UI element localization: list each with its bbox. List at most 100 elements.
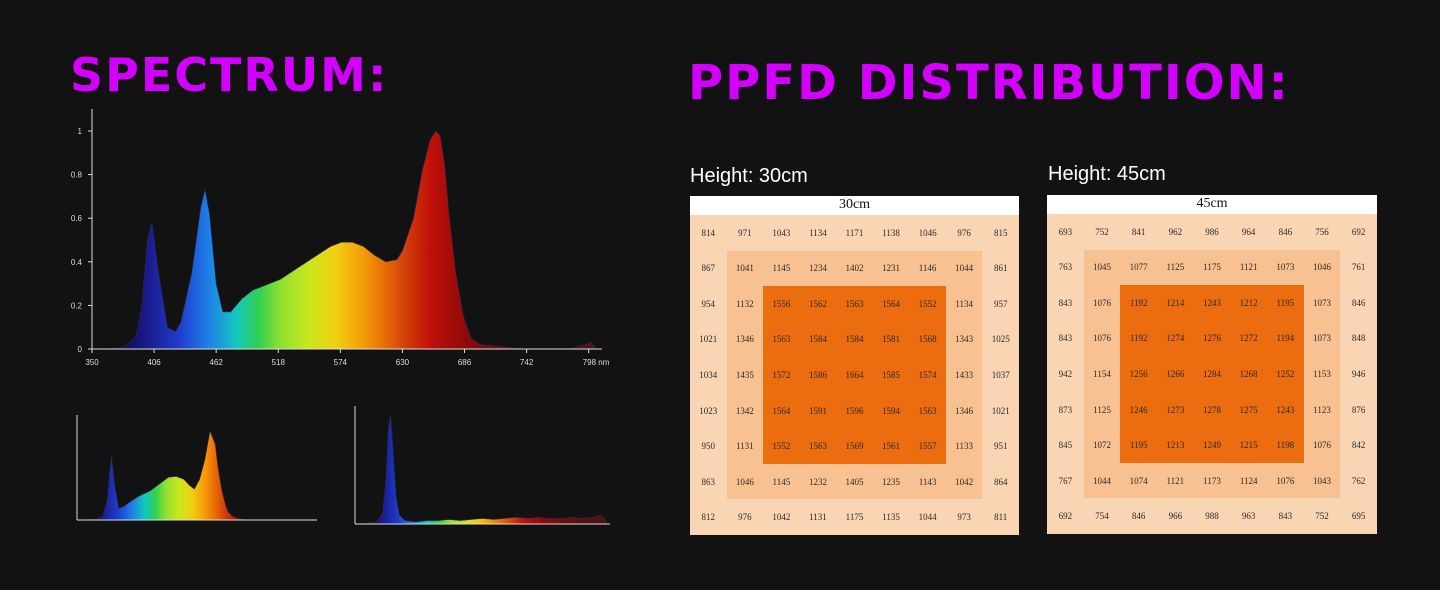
ppfd-cell: 973 — [945, 499, 983, 535]
ppfd-cell: 957 — [982, 286, 1019, 322]
ppfd-cell: 1213 — [1157, 427, 1194, 463]
ppfd-cell: 1123 — [1303, 391, 1341, 428]
y-tick-label: 0.6 — [71, 214, 83, 223]
ppfd-cell: 1268 — [1230, 356, 1267, 392]
height-30cm-label: Height: 30cm — [690, 165, 808, 187]
ppfd-cell: 767 — [1047, 462, 1084, 499]
ppfd-cell: 1232 — [799, 463, 837, 500]
ppfd-cell: 756 — [1303, 214, 1341, 250]
ppfd-cell: 1249 — [1193, 427, 1231, 463]
ppfd-cell: 942 — [1047, 356, 1084, 392]
grid-title-30cm: 30cm — [690, 196, 1019, 215]
ppfd-cell: 846 — [1120, 498, 1157, 534]
ppfd-cell: 950 — [690, 428, 727, 464]
ppfd-grid-cells: 693 752 841 962 986 964 846 756 692 763 1045 1077 11… — [1047, 214, 1377, 534]
ppfd-cell: 946 — [1340, 356, 1377, 392]
y-tick-label: 0.4 — [71, 258, 83, 267]
ppfd-cell: 1243 — [1193, 285, 1231, 321]
ppfd-cell: 1195 — [1267, 285, 1304, 321]
ppfd-cell: 1046 — [1303, 249, 1341, 286]
ppfd-cell: 876 — [1340, 391, 1377, 428]
ppfd-cell: 752 — [1303, 498, 1341, 534]
ppfd-grid-cells: 814 971 1043 1134 1171 1138 1046 976 815 867 1041 1… — [690, 215, 1019, 535]
ppfd-cell: 1243 — [1267, 391, 1304, 428]
ppfd-cell: 1173 — [1193, 462, 1231, 499]
ppfd-cell: 1143 — [909, 463, 946, 500]
ppfd-cell: 1121 — [1230, 249, 1267, 286]
ppfd-cell: 1198 — [1267, 427, 1304, 463]
spectrum-area — [84, 429, 312, 521]
x-tick-label: 742 — [520, 358, 534, 367]
ppfd-cell: 1256 — [1120, 356, 1157, 392]
ppfd-cell: 1046 — [726, 463, 764, 500]
ppfd-cell: 1046 — [909, 215, 946, 251]
x-tick-label: 630 — [396, 358, 410, 367]
ppfd-cell: 873 — [1047, 391, 1084, 428]
height-45cm-label: Height: 45cm — [1048, 163, 1166, 185]
ppfd-cell: 1077 — [1120, 249, 1157, 286]
ppfd-cell: 845 — [1047, 427, 1084, 463]
ppfd-cell: 846 — [1267, 214, 1304, 250]
ppfd-cell: 1044 — [909, 499, 946, 535]
ppfd-cell: 1146 — [909, 250, 946, 287]
ppfd-cell: 1342 — [726, 392, 764, 429]
ppfd-distribution-heading: PPFD DISTRIBUTION: — [688, 55, 1290, 111]
ppfd-cell: 1044 — [1083, 462, 1121, 499]
ppfd-cell: 1042 — [945, 463, 983, 500]
y-tick-label: 0.2 — [71, 301, 83, 310]
ppfd-cell: 1557 — [909, 428, 946, 464]
ppfd-cell: 1195 — [1120, 427, 1157, 463]
ppfd-cell: 695 — [1340, 498, 1377, 534]
ppfd-cell: 1125 — [1083, 391, 1121, 428]
spectrum-heading: SPECTRUM: — [70, 48, 389, 102]
ppfd-cell: 1266 — [1157, 356, 1194, 392]
ppfd-cell: 843 — [1047, 285, 1084, 321]
x-tick-label: 350 — [85, 358, 99, 367]
ppfd-cell: 1131 — [726, 428, 764, 464]
ppfd-cell: 1121 — [1157, 462, 1194, 499]
ppfd-cell: 1212 — [1230, 285, 1267, 321]
ppfd-cell: 964 — [1230, 214, 1267, 250]
ppfd-cell: 1275 — [1230, 391, 1267, 428]
ppfd-cell: 1246 — [1120, 391, 1157, 428]
ppfd-cell: 1021 — [982, 392, 1019, 429]
ppfd-cell: 1586 — [799, 357, 837, 393]
ppfd-cell: 1076 — [1083, 320, 1121, 357]
ppfd-cell: 693 — [1047, 214, 1084, 250]
ppfd-cell: 1346 — [945, 392, 983, 429]
ppfd-cell: 841 — [1120, 214, 1157, 250]
ppfd-cell: 971 — [726, 215, 764, 251]
ppfd-cell: 1273 — [1157, 391, 1194, 428]
ppfd-cell: 1131 — [799, 499, 837, 535]
ppfd-cell: 1272 — [1230, 320, 1267, 357]
ppfd-cell: 1192 — [1120, 285, 1157, 321]
ppfd-cell: 1041 — [726, 250, 764, 287]
ppfd-cell: 966 — [1157, 498, 1194, 534]
ppfd-cell: 1043 — [1303, 462, 1341, 499]
ppfd-cell: 976 — [945, 215, 983, 251]
y-tick-label: 0 — [78, 345, 83, 354]
ppfd-cell: 1562 — [799, 286, 837, 322]
ppfd-cell: 1435 — [726, 357, 764, 393]
ppfd-cell: 1343 — [945, 321, 983, 358]
y-tick-label: 0.8 — [71, 171, 83, 180]
ppfd-cell: 1664 — [836, 357, 873, 393]
ppfd-cell: 1584 — [836, 321, 873, 358]
ppfd-cell: 1563 — [763, 321, 800, 358]
ppfd-cell: 1563 — [909, 392, 946, 429]
ppfd-cell: 1346 — [726, 321, 764, 358]
ppfd-cell: 1073 — [1303, 320, 1341, 357]
ppfd-cell: 846 — [1340, 285, 1377, 321]
y-tick-label: 1 — [78, 127, 83, 136]
ppfd-cell: 861 — [982, 250, 1019, 287]
ppfd-cell: 1133 — [945, 428, 983, 464]
ppfd-cell: 1594 — [872, 392, 910, 429]
ppfd-cell: 1552 — [909, 286, 946, 322]
ppfd-cell: 1274 — [1157, 320, 1194, 357]
ppfd-cell: 1572 — [763, 357, 800, 393]
ppfd-cell: 1563 — [799, 428, 837, 464]
ppfd-cell: 1231 — [872, 250, 910, 287]
ppfd-cell: 1194 — [1267, 320, 1304, 357]
ppfd-cell: 1563 — [836, 286, 873, 322]
ppfd-cell: 1045 — [1083, 249, 1121, 286]
